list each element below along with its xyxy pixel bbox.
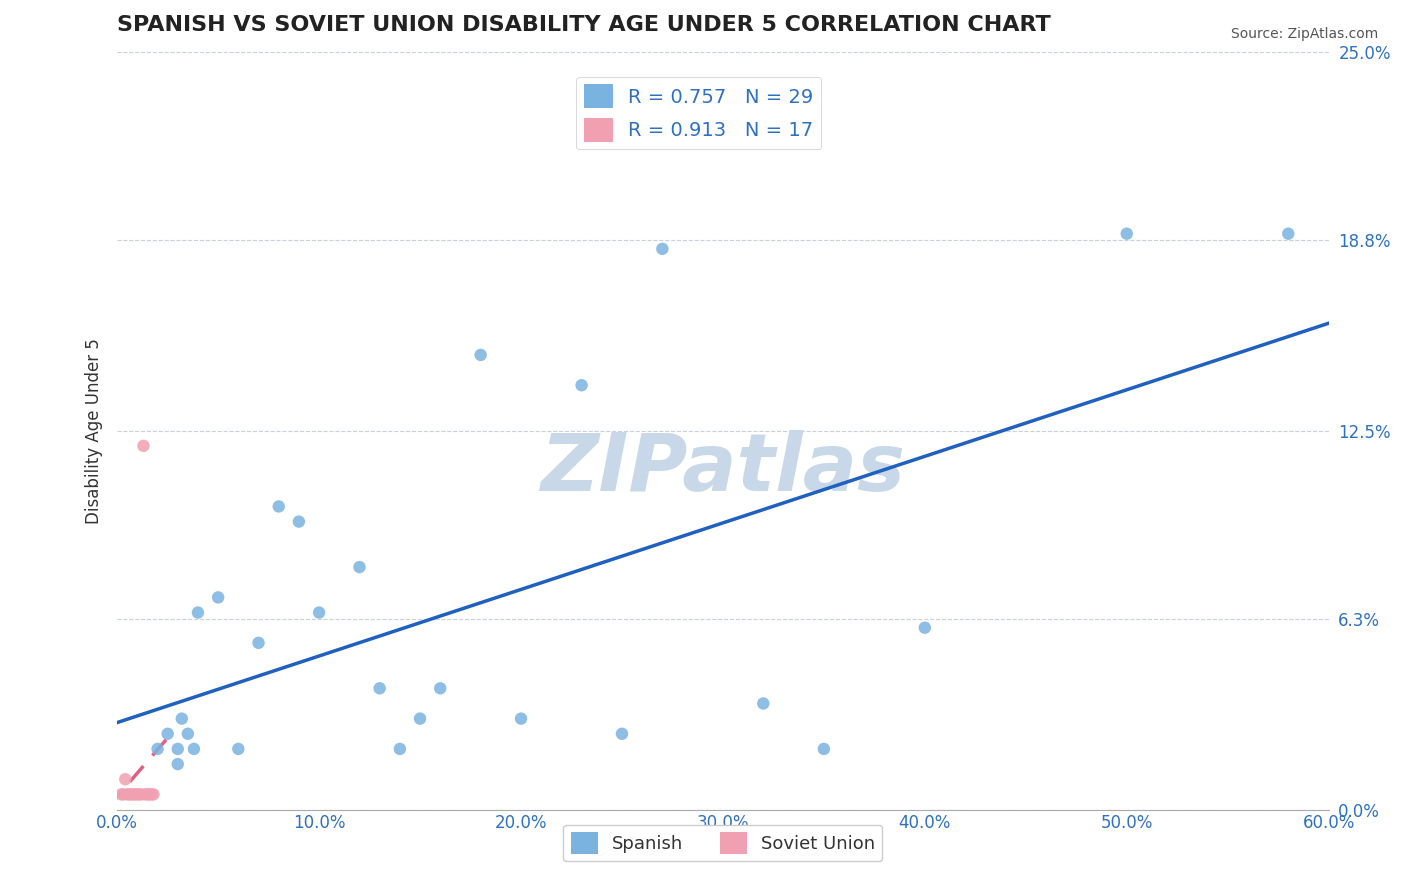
- Point: [207, 591, 229, 605]
- Point: [571, 378, 593, 392]
- Text: SPANISH VS SOVIET UNION DISABILITY AGE UNDER 5 CORRELATION CHART: SPANISH VS SOVIET UNION DISABILITY AGE U…: [117, 15, 1050, 35]
- Point: [131, 788, 153, 802]
- Point: [136, 788, 159, 802]
- Point: [267, 500, 290, 514]
- Text: ZIPatlas: ZIPatlas: [540, 430, 905, 508]
- Point: [128, 788, 150, 802]
- Point: [170, 712, 193, 726]
- Point: [118, 788, 141, 802]
- Point: [134, 788, 156, 802]
- Point: [388, 742, 411, 756]
- Point: [117, 788, 139, 802]
- Y-axis label: Disability Age Under 5: Disability Age Under 5: [86, 338, 103, 524]
- Point: [110, 788, 132, 802]
- Point: [288, 515, 311, 529]
- Point: [914, 621, 936, 635]
- Point: [132, 439, 155, 453]
- Point: [368, 681, 391, 696]
- Point: [228, 742, 250, 756]
- Point: [187, 606, 209, 620]
- Legend: R = 0.757   N = 29, R = 0.913   N = 17: R = 0.757 N = 29, R = 0.913 N = 17: [576, 77, 821, 150]
- Point: [166, 757, 188, 772]
- Point: [1115, 227, 1137, 241]
- Point: [409, 712, 432, 726]
- Point: [177, 727, 200, 741]
- Text: Source: ZipAtlas.com: Source: ZipAtlas.com: [1230, 27, 1378, 41]
- Point: [510, 712, 533, 726]
- Point: [127, 788, 149, 802]
- Point: [752, 697, 775, 711]
- Point: [122, 788, 145, 802]
- Point: [141, 788, 163, 802]
- Point: [124, 788, 146, 802]
- Point: [166, 742, 188, 756]
- Point: [470, 348, 492, 362]
- Point: [813, 742, 835, 756]
- Point: [610, 727, 633, 741]
- Point: [120, 788, 142, 802]
- Point: [349, 560, 371, 574]
- Point: [156, 727, 179, 741]
- Point: [247, 636, 270, 650]
- Point: [142, 788, 165, 802]
- Point: [651, 242, 673, 256]
- Point: [114, 772, 136, 787]
- Point: [429, 681, 451, 696]
- Point: [183, 742, 205, 756]
- Point: [308, 606, 330, 620]
- Point: [138, 788, 160, 802]
- Point: [112, 788, 135, 802]
- Point: [1277, 227, 1299, 241]
- Point: [146, 742, 169, 756]
